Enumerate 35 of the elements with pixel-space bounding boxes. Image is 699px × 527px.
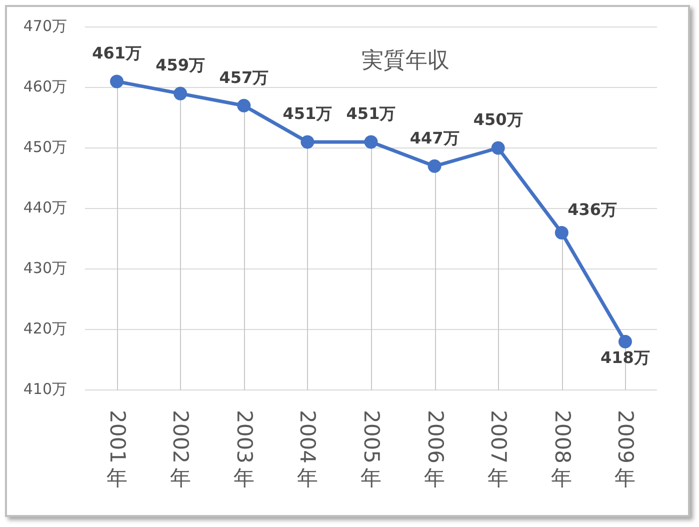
x-tick-label: 2003年 [232, 410, 256, 490]
data-label: 459万 [156, 56, 206, 75]
point [174, 86, 188, 100]
y-tick-label: 420万 [23, 319, 67, 338]
point [554, 226, 568, 240]
y-tick-label: 470万 [23, 16, 67, 35]
x-tick-label: 2004年 [296, 410, 320, 490]
point [300, 135, 314, 149]
data-label: 461万 [92, 44, 142, 63]
y-tick-label: 460万 [23, 77, 67, 96]
data-label: 451万 [282, 104, 332, 124]
data-label: 447万 [410, 128, 460, 148]
point [364, 135, 378, 149]
x-tick-label: 2001年 [105, 410, 130, 490]
data-label: 450万 [473, 110, 523, 130]
point [237, 98, 251, 112]
y-tick-label: 430万 [23, 258, 67, 277]
x-tick-label: 2006年 [423, 410, 448, 490]
x-tick-label: 2002年 [168, 410, 193, 490]
y-tick-label: 410万 [23, 380, 67, 398]
data-label: 457万 [219, 68, 269, 87]
y-tick-label: 450万 [23, 138, 67, 156]
y-tick-label: 440万 [23, 198, 67, 216]
text: 実質年収 [361, 48, 450, 74]
data-label: 418万 [600, 348, 650, 367]
x-tick-label: 2007年 [486, 410, 511, 490]
point [491, 141, 505, 155]
data-label: 451万 [346, 104, 396, 124]
data-label: 436万 [568, 200, 618, 219]
point [428, 159, 442, 173]
point [618, 334, 632, 348]
x-tick-label: 2009年 [614, 410, 638, 490]
x-tick-label: 2008年 [550, 410, 574, 490]
x-tick-label: 2005年 [360, 410, 384, 490]
point [110, 74, 124, 88]
